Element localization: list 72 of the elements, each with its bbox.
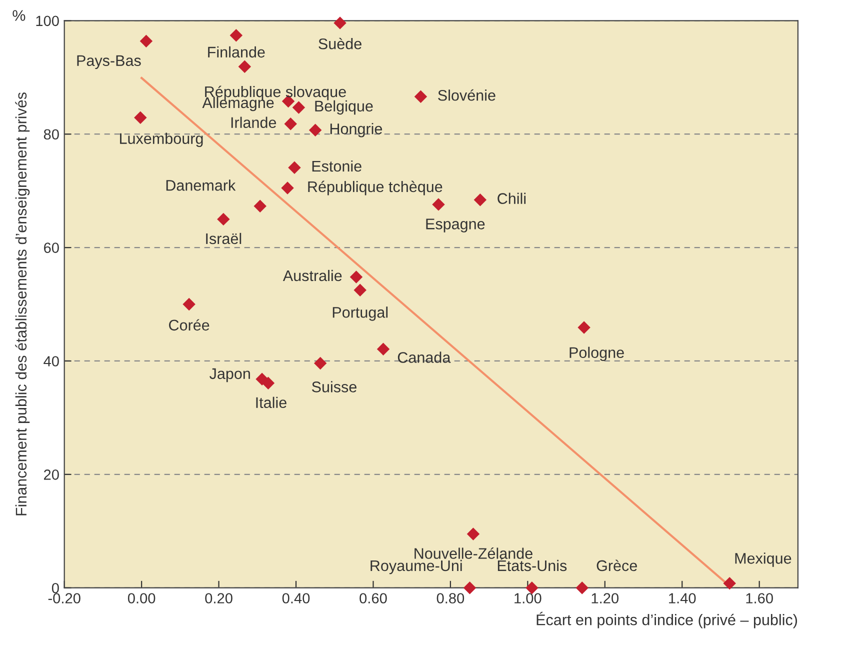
x-tick-label: -0.20 [48,593,80,604]
y-tick-label: 20 [44,470,59,480]
y-tick-label: 80 [44,129,59,140]
annotation: États-Unis [498,558,567,572]
point [254,200,266,213]
point [466,528,480,540]
annotation: Chili [498,192,526,204]
annotation: Israël [206,232,242,244]
annotation: Suède [318,38,362,50]
y-tick-label: 0 [52,582,59,594]
annotation: Irlande [231,116,276,128]
point [723,576,736,590]
y-tick-label: 40 [44,356,59,366]
annotation: Japon [210,368,250,382]
point [217,212,230,226]
annotation: Pays-Bas [77,55,141,70]
x-tick-label: 0.40 [282,593,310,604]
point [350,270,363,284]
annotation: Italie [256,396,286,408]
point [314,356,327,370]
point [474,194,487,206]
y-axis-title: Financement public des établissements d’enseignement privés [15,92,30,516]
point [140,34,153,48]
annotation: Pologne [570,346,624,362]
point [578,321,590,334]
point [376,342,390,356]
annotation: Espagne [426,218,485,232]
annotation: Luxembourg [120,132,203,148]
point [134,111,147,124]
point [463,581,476,594]
annotation: Australie [282,270,342,282]
x-tick-label: 0.60 [360,593,387,604]
point [284,118,297,130]
annotation: Nouvelle-Zélande [414,548,532,559]
annotation: Hongrie [330,123,382,138]
annotation: Grèce [596,560,637,572]
text: % [12,10,26,21]
y-tick-label: 60 [44,242,59,253]
annotation: Belgique [315,100,373,115]
point [182,298,196,311]
point [432,198,445,211]
point [230,29,243,42]
point [414,90,428,104]
annotation: Canada [398,352,451,363]
annotation: Royaume-Uni [370,560,462,574]
point [576,581,588,594]
y-tick-label: 100 [36,16,59,26]
x-tick-label: 0.00 [128,593,156,604]
point [308,124,322,137]
point [238,60,252,73]
x-tick-label: 1.00 [514,593,542,604]
point [292,101,306,114]
x-tick-label: 0.80 [436,593,464,604]
annotation: Slovénie [438,89,496,101]
annotation: Portugal [332,306,388,321]
x-tick-label: 1.40 [669,593,696,604]
x-tick-label: 1.60 [746,593,773,604]
annotation: Corée [169,319,210,331]
x-tick-label: 1.20 [592,593,619,604]
point [288,161,301,174]
annotation: République tchèque [308,180,442,196]
x-tick-label: 0.20 [205,593,232,604]
point [262,376,275,390]
annotation: Danemark [166,180,236,191]
annotation: Finlande [208,46,265,58]
annotation: Mexique [735,552,792,567]
x-axis-title: Écart en points d’indice (privé – public) [536,612,798,628]
point [334,16,346,30]
point [354,284,366,296]
annotation: Estonie [312,160,362,172]
annotation: Suisse [312,381,356,392]
point [281,182,294,194]
